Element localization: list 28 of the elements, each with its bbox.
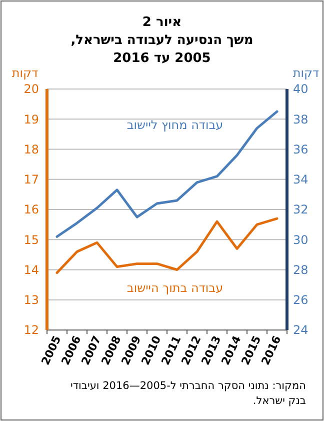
y2-tick-label: 36	[293, 142, 308, 156]
y2-tick-label: 26	[293, 293, 308, 308]
text: המקור: נתוני הסקר החברתי ל-2005—2016 ועיבודי בנק ישראל.	[70, 380, 306, 407]
y2-tick-label: 38	[293, 112, 308, 126]
y2-tick-label: 30	[293, 232, 308, 247]
y-tick-label: 18	[24, 142, 39, 156]
series-label: עבודה בתוך היישוב	[126, 281, 224, 295]
y-tick-label: 14	[24, 262, 39, 277]
line-series	[56, 110, 278, 238]
y-tick-label: 17	[24, 172, 39, 187]
y-tick-label: 20	[24, 82, 39, 96]
y-tick-label: 19	[24, 112, 39, 126]
line-series	[56, 217, 278, 274]
y2-tick-label: 40	[293, 82, 308, 96]
y2-tick-label: 28	[293, 262, 308, 277]
y2-tick-label: 24	[293, 323, 308, 338]
x-tick-label: 2016	[258, 333, 284, 368]
chart-subtitle: משך הנסיעה לעבודה בישראל, 2005 עד 2016	[70, 33, 254, 66]
y-tick-label: 13	[24, 293, 39, 308]
text: עבודה מחוץ ליישוב	[126, 118, 224, 132]
y-axis-title: דקות	[12, 66, 39, 80]
chart-title: איור 2	[142, 15, 182, 30]
y-tick-label: 15	[24, 232, 39, 247]
y-tick-label: 12	[24, 323, 39, 338]
y2-tick-label: 34	[293, 172, 308, 187]
y-tick-label: 16	[24, 202, 39, 217]
y2-axis-title: דקות	[292, 66, 320, 80]
y2-tick-label: 32	[293, 202, 308, 217]
